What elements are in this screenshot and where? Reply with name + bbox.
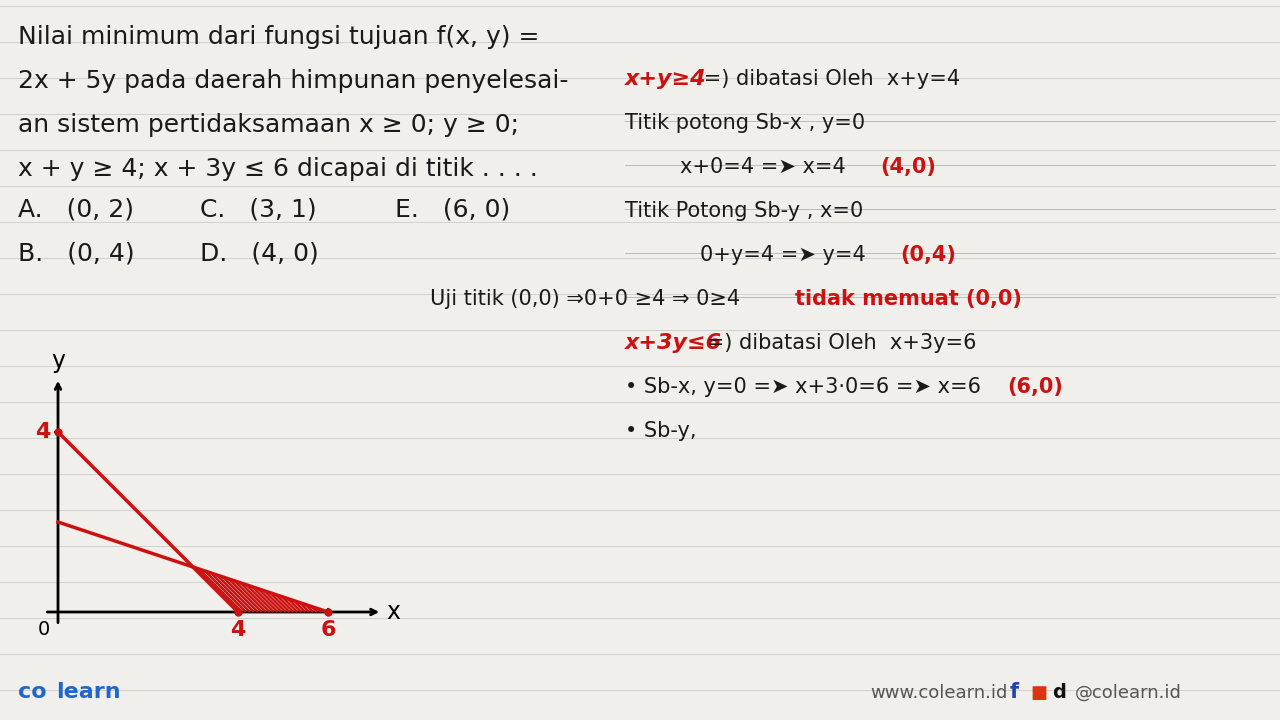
Text: tidak memuat (0,0): tidak memuat (0,0): [795, 289, 1021, 309]
Text: x + y ≥ 4; x + 3y ≤ 6 dicapai di titik . . . .: x + y ≥ 4; x + 3y ≤ 6 dicapai di titik .…: [18, 157, 538, 181]
Text: 6: 6: [320, 620, 335, 640]
Text: co: co: [18, 682, 46, 702]
Text: ■: ■: [1030, 684, 1047, 702]
Text: (6,0): (6,0): [1007, 377, 1062, 397]
Text: x: x: [387, 600, 401, 624]
Text: 0: 0: [37, 620, 50, 639]
Text: • Sb-x, y=0 =➤ x+3·0=6 =➤ x=6: • Sb-x, y=0 =➤ x+3·0=6 =➤ x=6: [625, 377, 980, 397]
Text: =) dibatasi Oleh  x+3y=6: =) dibatasi Oleh x+3y=6: [700, 333, 977, 353]
Text: (4,0): (4,0): [881, 157, 936, 177]
Text: • Sb-y,: • Sb-y,: [625, 421, 696, 441]
Text: x+0=4 =➤ x=4: x+0=4 =➤ x=4: [680, 157, 846, 177]
Text: f: f: [1010, 682, 1019, 702]
Text: x+3y≤6: x+3y≤6: [625, 333, 722, 353]
Text: Titik potong Sb-x , y=0: Titik potong Sb-x , y=0: [625, 113, 865, 133]
Text: learn: learn: [56, 682, 120, 702]
Text: D.   (4, 0): D. (4, 0): [200, 241, 319, 265]
Text: 0+y=4 =➤ y=4: 0+y=4 =➤ y=4: [700, 245, 865, 265]
Text: www.colearn.id: www.colearn.id: [870, 684, 1007, 702]
Text: A.   (0, 2): A. (0, 2): [18, 197, 134, 221]
Text: @colearn.id: @colearn.id: [1075, 684, 1181, 702]
Text: (0,4): (0,4): [900, 245, 956, 265]
Text: d: d: [1052, 683, 1066, 702]
Text: y: y: [51, 349, 65, 373]
Text: B.   (0, 4): B. (0, 4): [18, 241, 134, 265]
Text: C.   (3, 1): C. (3, 1): [200, 197, 316, 221]
Text: x+y≥4: x+y≥4: [625, 69, 707, 89]
Text: E.   (6, 0): E. (6, 0): [396, 197, 511, 221]
Text: an sistem pertidaksamaan x ≥ 0; y ≥ 0;: an sistem pertidaksamaan x ≥ 0; y ≥ 0;: [18, 113, 518, 137]
Text: 4: 4: [230, 620, 246, 640]
Text: =) dibatasi Oleh  x+y=4: =) dibatasi Oleh x+y=4: [698, 69, 960, 89]
Text: 4: 4: [35, 422, 50, 442]
Text: Titik Potong Sb-y , x=0: Titik Potong Sb-y , x=0: [625, 201, 863, 221]
Text: Nilai minimum dari fungsi tujuan f(x, y) =: Nilai minimum dari fungsi tujuan f(x, y)…: [18, 25, 539, 49]
Text: 2x + 5y pada daerah himpunan penyelesai-: 2x + 5y pada daerah himpunan penyelesai-: [18, 69, 568, 93]
Text: Uji titik (0,0) ⇒0+0 ≥4 ⇒ 0≥4: Uji titik (0,0) ⇒0+0 ≥4 ⇒ 0≥4: [430, 289, 754, 309]
